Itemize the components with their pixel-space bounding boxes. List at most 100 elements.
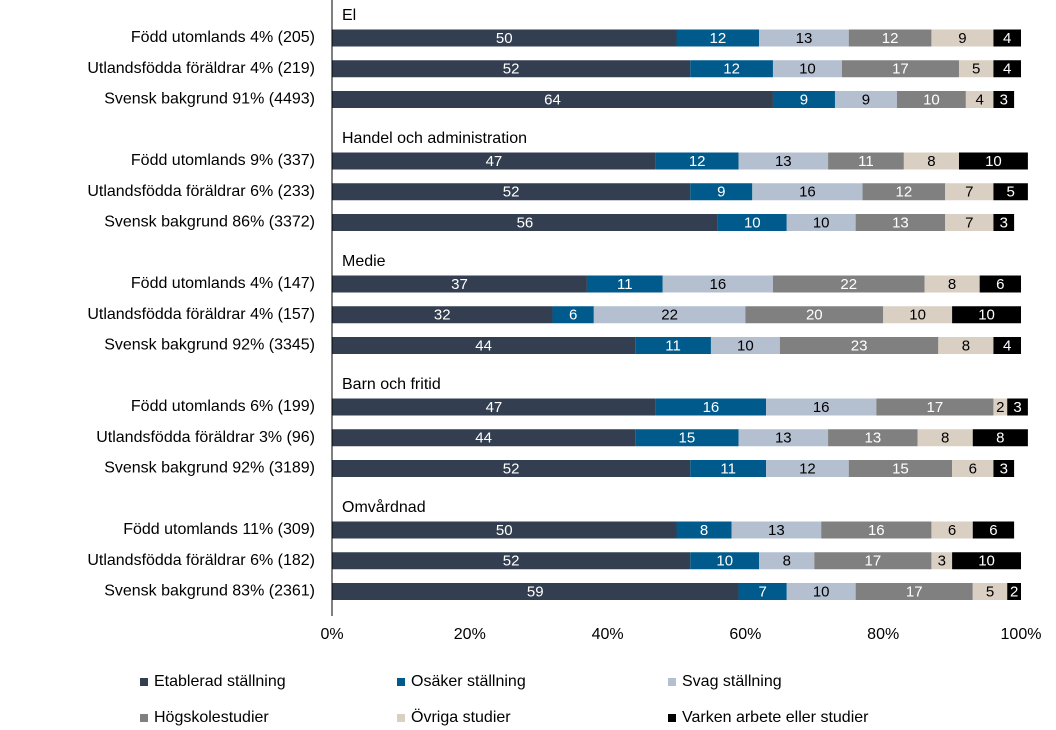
bar-segment	[779, 337, 939, 354]
bar-segment	[332, 460, 691, 477]
data-label: 2	[1010, 583, 1018, 600]
bar-segment	[710, 337, 780, 354]
data-label: 9	[800, 91, 808, 108]
data-label: 7	[758, 583, 766, 600]
data-label: 47	[486, 153, 503, 170]
data-label: 6	[989, 522, 997, 539]
data-label: 44	[475, 337, 492, 354]
group-label: Handel och administration	[342, 130, 527, 147]
data-label: 50	[496, 30, 513, 47]
data-label: 37	[451, 276, 468, 293]
bar-segment	[931, 521, 973, 539]
bar-segment	[931, 552, 953, 570]
data-label: 9	[958, 30, 966, 47]
data-label: 15	[892, 460, 909, 477]
bar-segment	[332, 214, 718, 231]
legend-label: Varken arbete eller studier	[682, 709, 869, 726]
bar-segment	[690, 183, 753, 201]
data-label: 6	[948, 522, 956, 539]
data-label: 13	[775, 153, 792, 170]
data-label: 5	[986, 583, 994, 600]
category-label: Svensk bakgrund 92% (3189)	[104, 460, 315, 477]
data-label: 17	[906, 583, 923, 600]
bar-segment	[828, 152, 904, 170]
data-label: 50	[496, 522, 513, 539]
data-label: 10	[978, 307, 995, 324]
data-label: 4	[1003, 61, 1011, 78]
data-label: 3	[1000, 214, 1008, 231]
data-label: 11	[665, 337, 681, 354]
bar-segment	[332, 398, 656, 416]
bar-segment	[917, 429, 973, 447]
bar-segment	[993, 337, 1021, 354]
bar-segment	[745, 306, 884, 324]
bar-segment	[855, 214, 946, 231]
bar-segment	[952, 306, 1021, 324]
bar-segment	[814, 552, 932, 570]
bar-segment	[772, 275, 925, 293]
category-label: Svensk bakgrund 83% (2361)	[104, 583, 315, 600]
bar-segment	[828, 429, 918, 447]
category-label: Svensk bakgrund 86% (3372)	[104, 214, 315, 231]
group-label: Barn och fritid	[342, 376, 441, 393]
bar-segment	[972, 583, 1008, 600]
bar-segment	[586, 275, 663, 293]
data-label: 52	[503, 460, 520, 477]
bar-segment	[993, 214, 1015, 231]
bar-segment	[896, 91, 966, 108]
x-tick-label: 80%	[867, 626, 899, 643]
bar-segment	[738, 429, 829, 447]
bar-segment	[952, 552, 1021, 570]
data-label: 3	[1000, 91, 1008, 108]
bar-segment	[993, 60, 1021, 78]
data-label: 11	[858, 153, 874, 170]
data-label: 16	[799, 184, 816, 201]
data-label: 10	[744, 214, 761, 231]
data-label: 11	[617, 276, 633, 293]
data-label: 10	[923, 91, 940, 108]
bar-segment	[332, 60, 691, 78]
data-label: 17	[927, 399, 944, 416]
group-label: Omvårdnad	[342, 498, 426, 516]
bar-segment	[332, 429, 636, 447]
data-label: 12	[799, 460, 816, 477]
bar-segment	[883, 306, 953, 324]
bar-segment	[786, 583, 856, 600]
category-label: Utlandsfödda föräldrar 4% (219)	[87, 60, 315, 77]
bar-segment	[945, 214, 994, 231]
data-label: 10	[813, 214, 830, 231]
bar-segment	[958, 152, 1028, 170]
data-label: 8	[783, 553, 791, 570]
data-label: 13	[775, 430, 792, 447]
bar-segment	[752, 183, 863, 201]
data-label: 16	[709, 276, 726, 293]
data-label: 12	[689, 153, 706, 170]
legend-swatch	[668, 678, 676, 686]
bar-segment	[772, 60, 842, 78]
bar-segment	[332, 306, 553, 324]
data-label: 6	[969, 460, 977, 477]
bar-segment	[690, 460, 767, 477]
bar-segment	[848, 29, 932, 47]
x-tick-label: 60%	[729, 626, 761, 643]
data-label: 12	[709, 30, 726, 47]
bar-segment	[945, 183, 994, 201]
data-label: 6	[569, 307, 577, 324]
bar-segment	[332, 183, 691, 201]
bar-segment	[862, 183, 946, 201]
data-label: 22	[840, 276, 857, 293]
data-label: 13	[892, 214, 909, 231]
bar-segment	[786, 214, 856, 231]
data-label: 8	[927, 153, 935, 170]
category-label: Född utomlands 9% (337)	[131, 152, 315, 169]
data-label: 16	[703, 399, 720, 416]
data-label: 44	[475, 430, 492, 447]
bar-segment	[332, 583, 739, 600]
data-label: 3	[938, 553, 946, 570]
category-label: Svensk bakgrund 91% (4493)	[104, 91, 315, 108]
category-label: Född utomlands 4% (205)	[131, 29, 315, 46]
x-tick-label: 100%	[1001, 626, 1042, 643]
bar-segment	[903, 152, 959, 170]
data-label: 5	[972, 61, 980, 78]
category-label: Utlandsfödda föräldrar 6% (233)	[87, 183, 315, 200]
